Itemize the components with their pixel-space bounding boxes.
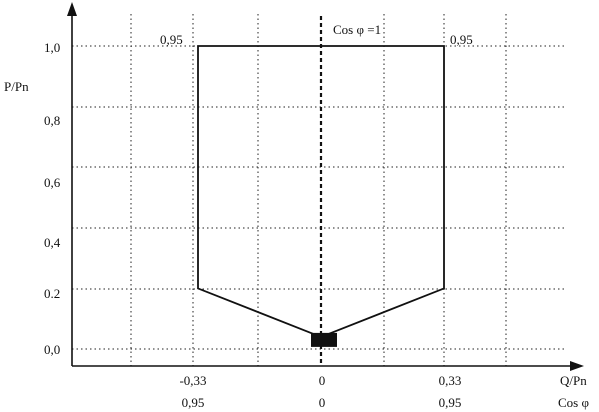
grid: [72, 14, 565, 366]
cos-axis-title: Cos φ: [558, 395, 589, 410]
y-tick-label: 0.2: [44, 286, 60, 301]
top-right-pf-label: 0,95: [450, 32, 473, 47]
x-tick-label: -0,33: [179, 373, 206, 388]
y-tick-label: 1,0: [44, 40, 60, 55]
x-tick-label: 0,33: [439, 373, 462, 388]
y-axis-title: P/Pn: [4, 79, 29, 94]
y-axis-arrow: [67, 2, 77, 16]
x-axis-arrow: [570, 361, 584, 371]
y-tick-label: 0,0: [44, 342, 60, 357]
capability-region-outline: [197, 45, 445, 338]
cos-tick-label: 0,95: [182, 395, 205, 410]
top-left-pf-label: 0,95: [160, 32, 183, 47]
cos-tick-label: 0: [319, 395, 326, 410]
x-axis-title: Q/Pn: [560, 373, 587, 388]
cos-tick-label: 0,95: [439, 395, 462, 410]
center-line-label: Cos φ =1: [333, 22, 381, 37]
y-tick-label: 0,4: [44, 235, 61, 250]
x-tick-label: 0: [319, 373, 326, 388]
axes: [67, 2, 584, 371]
y-tick-label: 0,6: [44, 175, 61, 190]
y-tick-label: 0,8: [44, 113, 60, 128]
origin-marker: [311, 332, 337, 347]
